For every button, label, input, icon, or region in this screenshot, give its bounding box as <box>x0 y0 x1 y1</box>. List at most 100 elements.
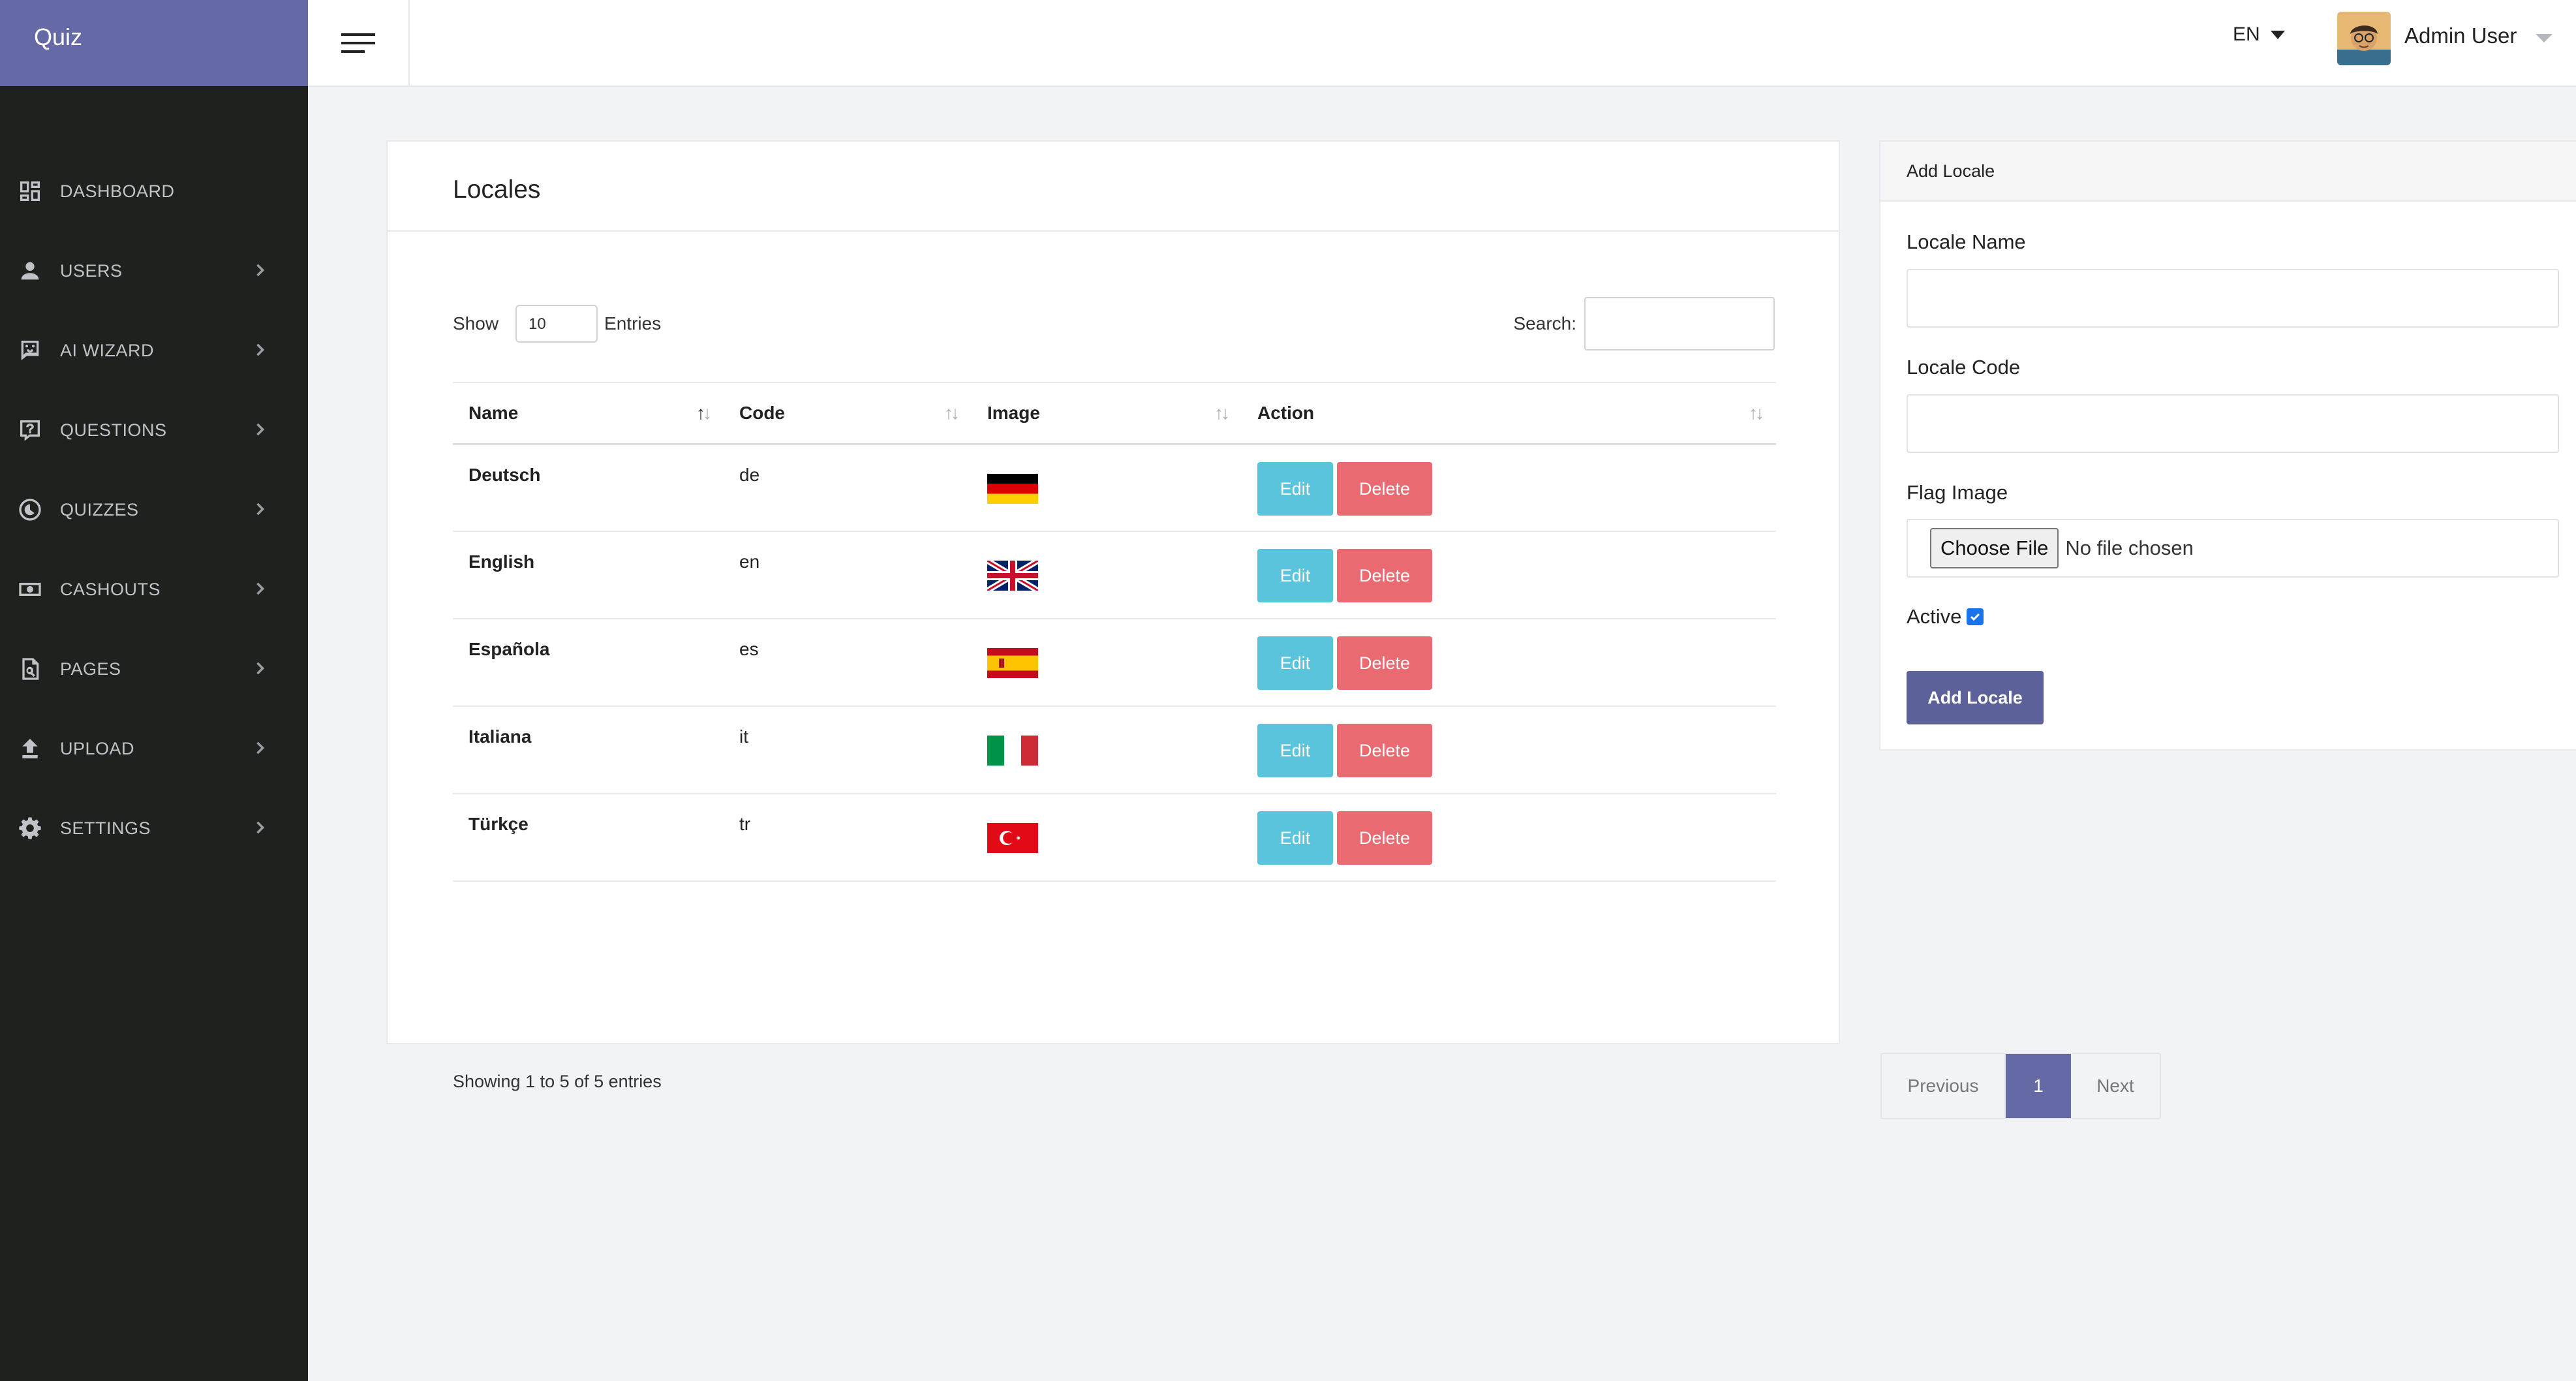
user-name[interactable]: Admin User <box>2404 23 2517 48</box>
table-row: Española es Edit Delete <box>453 619 1776 707</box>
edit-button[interactable]: Edit <box>1257 811 1333 865</box>
sidebar-item-dashboard[interactable]: DASHBOARD <box>0 151 308 231</box>
file-status: No file chosen <box>2065 536 2194 559</box>
sidebar-item-label: AI WIZARD <box>60 340 154 360</box>
sidebar-nav: DASHBOARD USERS AI WIZARD QUESTIONS QUIZ… <box>0 151 308 868</box>
delete-button[interactable]: Delete <box>1337 549 1432 602</box>
table-header-row: Name ↑↓ Code ↑↓ Image ↑↓ Action ↑↓ <box>453 382 1776 445</box>
spain-flag-icon <box>987 648 1038 678</box>
sidebar-item-label: QUIZZES <box>60 499 139 520</box>
pagination-next[interactable]: Next <box>2096 1076 2134 1096</box>
sidebar-item-cashouts[interactable]: CASHOUTS <box>0 550 308 629</box>
sidebar-item-ai-wizard[interactable]: AI WIZARD <box>0 311 308 390</box>
locale-code-input[interactable] <box>1907 394 2559 453</box>
locale-name: Española <box>453 619 724 707</box>
caret-down-icon <box>2270 30 2285 39</box>
chevron-right-icon <box>251 818 269 837</box>
locale-code-label: Locale Code <box>1907 356 2021 379</box>
chevron-right-icon <box>251 261 269 279</box>
language-label: EN <box>2233 23 2260 45</box>
brand-logo[interactable]: Quiz <box>0 0 308 86</box>
entries-length-control: Show 10 Entries <box>453 305 661 343</box>
sidebar-item-upload[interactable]: UPLOAD <box>0 709 308 788</box>
sidebar-item-label: USERS <box>60 260 123 281</box>
money-icon <box>17 576 43 602</box>
sidebar-item-pages[interactable]: PAGES <box>0 629 308 709</box>
table-row: English en Edit Delete <box>453 531 1776 619</box>
check-icon <box>1970 613 1980 621</box>
table-row: Italiana it Edit Delete <box>453 706 1776 794</box>
locales-card: Locales Show 10 Entries Search: Name ↑↓ C… <box>386 140 2161 1119</box>
column-header-code[interactable]: Code ↑↓ <box>724 382 972 445</box>
uk-flag-icon <box>987 561 1038 591</box>
chevron-right-icon <box>251 500 269 518</box>
menu-toggle-button[interactable] <box>308 0 410 87</box>
chevron-right-icon <box>251 580 269 598</box>
edit-button[interactable]: Edit <box>1257 724 1333 777</box>
delete-button[interactable]: Delete <box>1337 636 1432 690</box>
hamburger-icon <box>341 33 375 53</box>
show-label: Show <box>453 313 499 334</box>
active-label: Active <box>1907 605 1962 628</box>
sidebar-item-quizzes[interactable]: QUIZZES <box>0 470 308 550</box>
table-info: Showing 1 to 5 of 5 entries <box>453 1072 662 1091</box>
active-checkbox[interactable] <box>1967 608 1984 625</box>
sidebar-item-label: CASHOUTS <box>60 579 161 599</box>
edit-button[interactable]: Edit <box>1257 636 1333 690</box>
locale-code: it <box>724 706 972 794</box>
active-toggle: Active <box>1907 605 1984 628</box>
column-header-image[interactable]: Image ↑↓ <box>972 382 1242 445</box>
pagination-previous[interactable]: Previous <box>1882 1054 2006 1118</box>
sidebar-item-questions[interactable]: QUESTIONS <box>0 390 308 470</box>
column-header-action[interactable]: Action ↑↓ <box>1242 382 1776 445</box>
chevron-right-icon <box>251 420 269 439</box>
add-locale-card: Add Locale Locale Name Locale Code Flag … <box>1879 140 2576 751</box>
sidebar-item-settings[interactable]: SETTINGS <box>0 788 308 868</box>
page-title: Locales <box>388 142 1839 232</box>
locales-table: Name ↑↓ Code ↑↓ Image ↑↓ Action ↑↓ Deutsch d… <box>453 382 1776 882</box>
locale-name: English <box>453 531 724 619</box>
delete-button[interactable]: Delete <box>1337 461 1432 516</box>
delete-button[interactable]: Delete <box>1337 724 1432 777</box>
add-locale-title: Add Locale <box>1880 142 2576 202</box>
top-bar: EN Admin User <box>308 0 2576 87</box>
pagination-page-current[interactable]: 1 <box>2006 1054 2071 1118</box>
search-input[interactable] <box>1584 297 1775 350</box>
table-row: Türkçe tr Edit Delete <box>453 794 1776 882</box>
italy-flag-icon <box>987 736 1038 766</box>
sort-icon: ↑↓ <box>1214 403 1230 423</box>
language-selector[interactable]: EN <box>2233 23 2285 46</box>
question-icon <box>17 417 43 443</box>
user-menu-caret-icon[interactable] <box>2536 34 2553 42</box>
choose-file-button[interactable]: Choose File <box>1930 528 2059 568</box>
entries-select[interactable]: 10 <box>515 305 598 343</box>
table-search: Search: <box>1514 297 1775 350</box>
sort-icon: ↑↓ <box>1749 403 1764 423</box>
quiz-icon <box>17 497 43 523</box>
sidebar-item-users[interactable]: USERS <box>0 231 308 311</box>
upload-icon <box>17 736 43 762</box>
ai-wizard-icon <box>17 337 43 364</box>
locale-code: de <box>724 444 972 532</box>
column-header-name[interactable]: Name ↑↓ <box>453 382 724 445</box>
chevron-right-icon <box>251 659 269 677</box>
gear-icon <box>17 815 43 841</box>
chevron-right-icon <box>251 739 269 757</box>
entries-label: Entries <box>604 313 662 334</box>
edit-button[interactable]: Edit <box>1257 549 1333 602</box>
sidebar-item-label: PAGES <box>60 659 121 679</box>
flag-image-input[interactable]: Choose File No file chosen <box>1907 519 2559 578</box>
avatar[interactable] <box>2337 12 2391 65</box>
chevron-right-icon <box>251 341 269 359</box>
delete-button[interactable]: Delete <box>1337 811 1432 865</box>
locale-name: Deutsch <box>453 444 724 532</box>
sort-icon: ↑↓ <box>944 403 960 423</box>
sidebar: Quiz DASHBOARD USERS AI WIZARD QUESTIONS… <box>0 0 308 1381</box>
pagination: Previous 1 Next <box>1880 1053 2161 1119</box>
add-locale-button[interactable]: Add Locale <box>1907 671 2044 724</box>
sidebar-item-label: UPLOAD <box>60 738 135 758</box>
locale-name: Italiana <box>453 706 724 794</box>
edit-button[interactable]: Edit <box>1257 461 1333 516</box>
sidebar-item-label: QUESTIONS <box>60 420 167 440</box>
locale-name-input[interactable] <box>1907 269 2559 328</box>
